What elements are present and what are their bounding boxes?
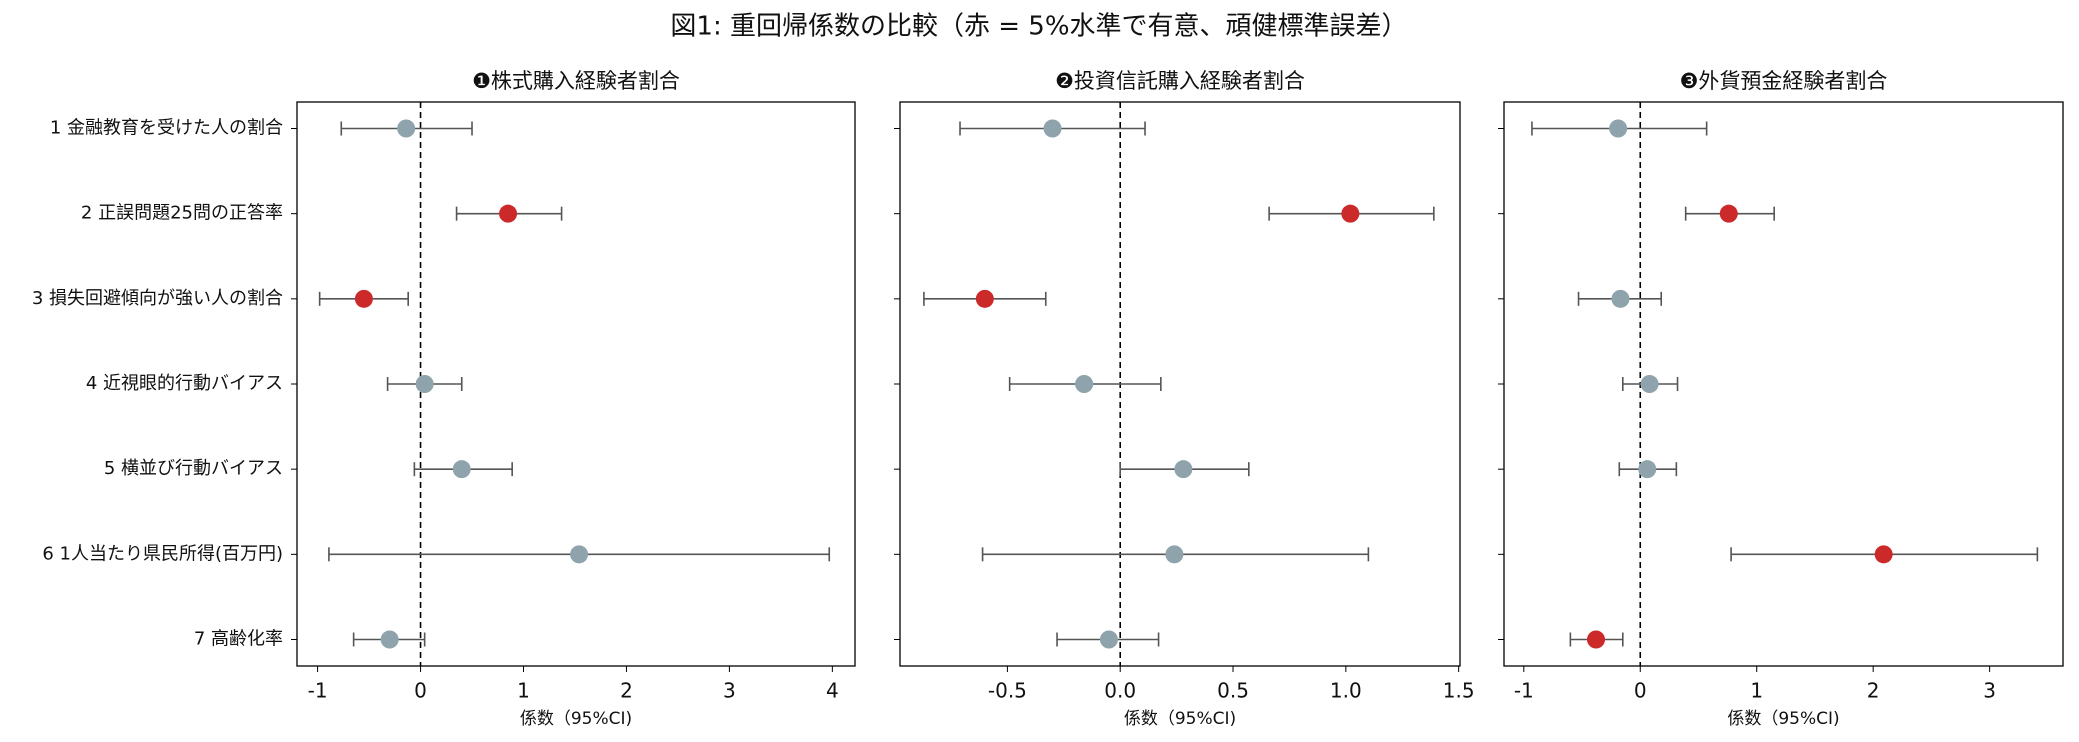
point xyxy=(354,289,373,308)
x-tick-label: 2 xyxy=(620,679,633,703)
plot-frame xyxy=(296,101,856,667)
x-tick-label: 4 xyxy=(826,679,839,703)
x-tick-label: 0.0 xyxy=(1104,679,1136,703)
y-tick-label: 1 金融教育を受けた人の割合 xyxy=(50,118,283,139)
point xyxy=(1174,460,1193,479)
x-tick-label: 1 xyxy=(1750,679,1763,703)
point xyxy=(1075,375,1094,393)
x-axis-label: 係数（95%CI) xyxy=(520,709,632,729)
chart-title: 図1: 重回帰係数の比較（赤 = 5%水準で有意、頑健標準誤差） xyxy=(670,12,1407,42)
point xyxy=(1099,630,1118,649)
point xyxy=(499,204,518,223)
x-tick-label: 2 xyxy=(1867,679,1880,703)
point xyxy=(1638,460,1657,479)
point xyxy=(1587,630,1606,649)
panel-title: ❸外貨預金経験者割合 xyxy=(1680,69,1888,93)
y-tick-label: 5 横並び行動バイアス xyxy=(104,458,283,479)
point xyxy=(1874,545,1893,564)
y-tick-label: 2 正誤問題25問の正答率 xyxy=(81,203,283,224)
x-tick-label: -1 xyxy=(1514,679,1534,703)
point xyxy=(380,630,399,649)
x-tick-label: 0 xyxy=(1634,679,1647,703)
x-tick-label: 0.5 xyxy=(1217,679,1249,703)
x-axis-label: 係数（95%CI) xyxy=(1124,709,1236,729)
point xyxy=(452,460,471,479)
x-tick-label: 3 xyxy=(723,679,736,703)
y-tick-label: 3 損失回避傾向が強い人の割合 xyxy=(32,288,283,309)
x-tick-label: 1 xyxy=(517,679,530,703)
plot-frame xyxy=(899,101,1461,667)
point xyxy=(1611,289,1630,308)
x-tick-label: 3 xyxy=(1983,679,1996,703)
x-tick-label: 1.5 xyxy=(1443,679,1475,703)
x-tick-label: 0 xyxy=(414,679,427,703)
y-tick-label: 6 1人当たり県民所得(百万円) xyxy=(42,543,283,564)
point xyxy=(975,289,994,308)
x-tick-label: -1 xyxy=(308,679,328,703)
point xyxy=(1640,375,1659,393)
plot-frame xyxy=(1503,101,2064,667)
x-axis-label: 係数（95%CI) xyxy=(1727,709,1839,729)
point xyxy=(570,545,589,564)
x-tick-label: -0.5 xyxy=(988,679,1027,703)
panel-title: ❷投資信託購入経験者割合 xyxy=(1055,69,1305,93)
y-tick-label: 4 近視眼的行動バイアス xyxy=(86,373,283,394)
point xyxy=(1341,204,1360,223)
point xyxy=(1609,119,1628,138)
point xyxy=(1043,119,1062,138)
point xyxy=(1719,204,1738,223)
panel-title: ❶株式購入経験者割合 xyxy=(472,69,680,93)
x-tick-label: 1.0 xyxy=(1330,679,1362,703)
y-tick-label: 7 高齢化率 xyxy=(194,629,283,650)
point xyxy=(415,375,434,393)
point xyxy=(1165,545,1184,564)
point xyxy=(397,119,416,138)
